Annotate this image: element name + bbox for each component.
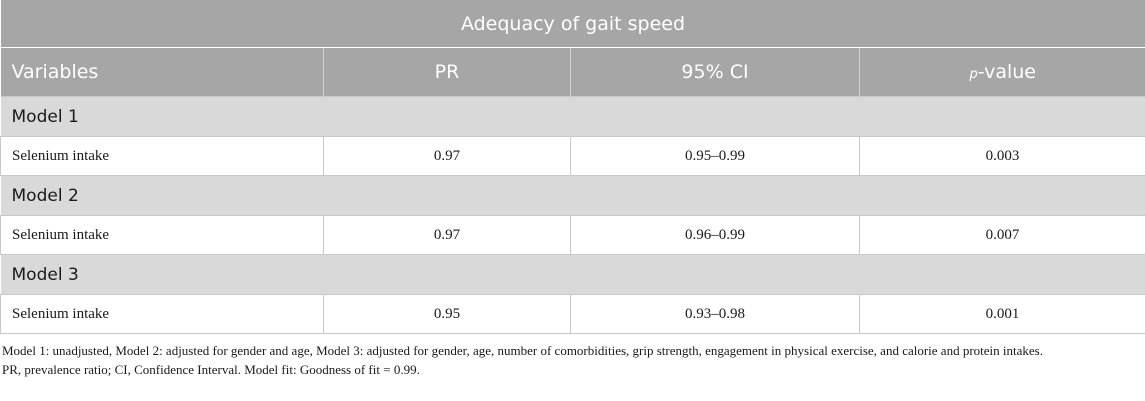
table-row: Selenium intake 0.97 0.95–0.99 0.003 xyxy=(0,136,1145,176)
cell-ci: 0.93–0.98 xyxy=(570,294,860,334)
table-row: Selenium intake 0.95 0.93–0.98 0.001 xyxy=(0,294,1145,334)
cell-pr: 0.97 xyxy=(323,215,571,255)
model-row-3: Model 3 xyxy=(0,254,1145,295)
table-row: Selenium intake 0.97 0.96–0.99 0.007 xyxy=(0,215,1145,255)
cell-p: 0.001 xyxy=(859,294,1145,334)
header-ci: 95% CI xyxy=(570,47,860,97)
cell-ci: 0.96–0.99 xyxy=(570,215,860,255)
cell-variable: Selenium intake xyxy=(0,294,324,334)
cell-ci: 0.95–0.99 xyxy=(570,136,860,176)
model-label: Model 1 xyxy=(0,96,1145,137)
header-p-suffix: -value xyxy=(977,61,1036,83)
header-variables: Variables xyxy=(0,47,324,97)
cell-variable: Selenium intake xyxy=(0,136,324,176)
model-row-1: Model 1 xyxy=(0,96,1145,137)
table-footnotes: Model 1: unadjusted, Model 2: adjusted f… xyxy=(2,341,1137,379)
header-p-value: p-value xyxy=(859,47,1145,97)
header-p-italic: p xyxy=(969,67,978,82)
cell-pr: 0.97 xyxy=(323,136,571,176)
table-title: Adequacy of gait speed xyxy=(0,0,1145,48)
cell-pr: 0.95 xyxy=(323,294,571,334)
model-row-2: Model 2 xyxy=(0,175,1145,216)
cell-p: 0.003 xyxy=(859,136,1145,176)
results-table: Adequacy of gait speed Variables PR 95% … xyxy=(0,0,1145,334)
footnote-abbreviations: PR, prevalence ratio; CI, Confidence Int… xyxy=(2,362,420,377)
footnote-models: Model 1: unadjusted, Model 2: adjusted f… xyxy=(2,343,1043,358)
model-label: Model 3 xyxy=(0,254,1145,295)
table-header-row: Variables PR 95% CI p-value xyxy=(0,47,1145,97)
cell-variable: Selenium intake xyxy=(0,215,324,255)
model-label: Model 2 xyxy=(0,175,1145,216)
table-title-row: Adequacy of gait speed xyxy=(0,0,1145,48)
header-pr: PR xyxy=(323,47,571,97)
cell-p: 0.007 xyxy=(859,215,1145,255)
